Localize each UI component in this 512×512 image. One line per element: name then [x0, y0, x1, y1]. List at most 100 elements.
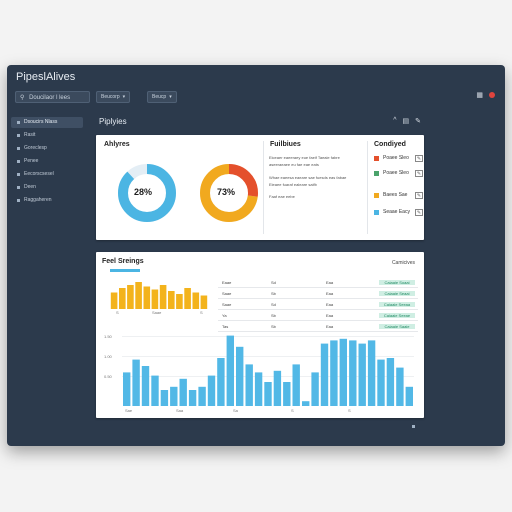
x-tick: S: [348, 408, 351, 413]
feature-line-0: Eiceaer eaeeraey eue faeif Taeaie fabre: [269, 155, 340, 160]
chart-bar: [160, 390, 169, 406]
analytics-title: Ahlyres: [104, 141, 130, 148]
mini-axis-2: S: [200, 310, 203, 315]
table-row-divider: [218, 287, 418, 288]
legend-edit-icon[interactable]: ✎: [415, 192, 423, 199]
table-cell: Eaa: [326, 291, 334, 296]
mini-bar-chart: [110, 282, 208, 309]
mini-chart-bar: [110, 292, 118, 309]
chart-bar: [226, 335, 234, 406]
mini-chart-bar: [143, 286, 151, 309]
mini-chart-bar: [184, 288, 191, 309]
sidebar-item-1[interactable]: Rasit: [11, 130, 83, 141]
legend-edit-icon[interactable]: ✎: [415, 170, 423, 177]
chart-bar: [179, 378, 187, 406]
legend-swatch: [374, 209, 379, 215]
filter-select-1[interactable]: Beucorp ▾: [96, 91, 131, 103]
filter-select-2-label: Beucp: [152, 94, 167, 100]
content-actions: ^ ▤ ✎: [393, 117, 421, 125]
app-window: PipeslAlives ⚲ Doucilaor l lees Beucorp ▾…: [7, 65, 505, 446]
table-cell: Sb: [271, 324, 276, 329]
mini-chart-bar: [200, 295, 208, 309]
chart-bar: [188, 390, 197, 406]
chart-bar: [349, 340, 357, 406]
search-input[interactable]: ⚲ Doucilaor l lees: [15, 91, 90, 103]
stats-card: Feel Sreings Camicives S Saae S Eaae Sd Ea…: [96, 252, 424, 418]
status-badge: Caiaaie Seeae: [379, 313, 415, 318]
sidebar: Dsoucirs Nlass Rasit Goreclesp Penee Eec…: [7, 115, 87, 446]
chart-bar: [254, 372, 263, 406]
bullet-icon: [17, 147, 20, 150]
table-cell: Saae: [222, 302, 232, 307]
sidebar-item-2[interactable]: Goreclesp: [11, 143, 83, 154]
mini-chart-bar: [192, 292, 200, 309]
chart-bar: [405, 386, 413, 406]
y-tick: 1.50: [104, 334, 112, 339]
stats-right-label: Camicives: [391, 260, 415, 266]
edit-icon[interactable]: ✎: [415, 118, 421, 125]
grid-line: [122, 376, 414, 377]
bullet-icon: [17, 173, 20, 176]
legend-label: Seaae Eacy: [383, 209, 410, 215]
chart-bar: [330, 340, 338, 406]
status-badge: Caiaaie Saaie: [379, 324, 415, 329]
chart-bar: [302, 401, 310, 406]
sidebar-item-5[interactable]: Deen: [11, 182, 83, 193]
chart-bar: [236, 346, 244, 406]
grid-line: [122, 356, 414, 357]
sidebar-item-6[interactable]: Raggaheren: [11, 195, 83, 206]
grid-icon[interactable]: ▦: [476, 92, 483, 99]
chart-bar: [396, 367, 404, 406]
mini-axis-0: S: [116, 310, 119, 315]
bell-icon[interactable]: [489, 92, 495, 98]
donut-2-value: 73%: [217, 187, 236, 197]
donut-chart-2: [200, 164, 258, 222]
chart-bar: [151, 375, 159, 406]
layout-icon[interactable]: ▤: [402, 118, 410, 125]
bullet-icon: [17, 134, 20, 137]
chart-bar: [377, 359, 385, 406]
legend-edit-icon[interactable]: ✎: [415, 155, 423, 162]
page-title: Piplyies: [99, 117, 127, 126]
footer-indicator: [412, 425, 415, 428]
donut-1-value: 28%: [134, 187, 153, 197]
chevron-down-icon: ▾: [122, 94, 126, 100]
feature-line-1: aseeraeaee eu fae eae eats: [269, 162, 319, 167]
chart-bar: [292, 364, 300, 406]
chart-bar: [311, 372, 319, 406]
chart-bar: [386, 358, 395, 406]
mini-legend-bar: [110, 269, 140, 272]
sidebar-item-label: Dsoucirs Nlass: [24, 119, 58, 125]
mini-axis-1: Saae: [152, 310, 162, 315]
sidebar-item-3[interactable]: Penee: [11, 156, 83, 167]
legend-item-1: Poaee Sleo: [374, 170, 409, 176]
table-cell: Sb: [271, 313, 276, 318]
app-title: PipeslAlives: [16, 71, 76, 83]
table-cell: Sd: [271, 302, 276, 307]
sidebar-item-0[interactable]: Dsoucirs Nlass: [11, 117, 83, 128]
legend-label: Poaee Sleo: [383, 170, 409, 176]
collapse-icon[interactable]: ^: [393, 117, 397, 124]
table-cell: Sb: [271, 291, 276, 296]
sidebar-item-4[interactable]: Eecorscsesel: [11, 169, 83, 180]
table-row-divider: [218, 331, 418, 332]
legend-edit-icon[interactable]: ✎: [415, 209, 423, 216]
stats-title: Feel Sreings: [102, 258, 144, 265]
search-input-label: Doucilaor l lees: [29, 95, 71, 101]
donut-chart-1: [118, 164, 176, 222]
features-title: Fuilbiues: [270, 141, 301, 148]
chart-bar: [207, 375, 216, 406]
legend-item-0: Poaee Sleo: [374, 155, 409, 161]
donut-1-arc: [118, 164, 176, 222]
feature-footer: Faaf eae eebe: [269, 194, 295, 199]
filter-select-2[interactable]: Beucp ▾: [147, 91, 177, 103]
mini-chart-bar: [135, 282, 142, 309]
top-icons: ▦: [476, 91, 495, 99]
overview-card: Ahlyres 28% 73% Fuilbiues Eiceaer eaeera…: [96, 135, 424, 240]
sidebar-item-label: Deen: [24, 184, 36, 190]
bullet-icon: [17, 160, 20, 163]
legend-item-2: Baees Sae: [374, 192, 407, 198]
mini-chart-bar: [159, 285, 167, 309]
table-cell: Eaa: [326, 302, 334, 307]
table-cell: Ya: [222, 313, 227, 318]
